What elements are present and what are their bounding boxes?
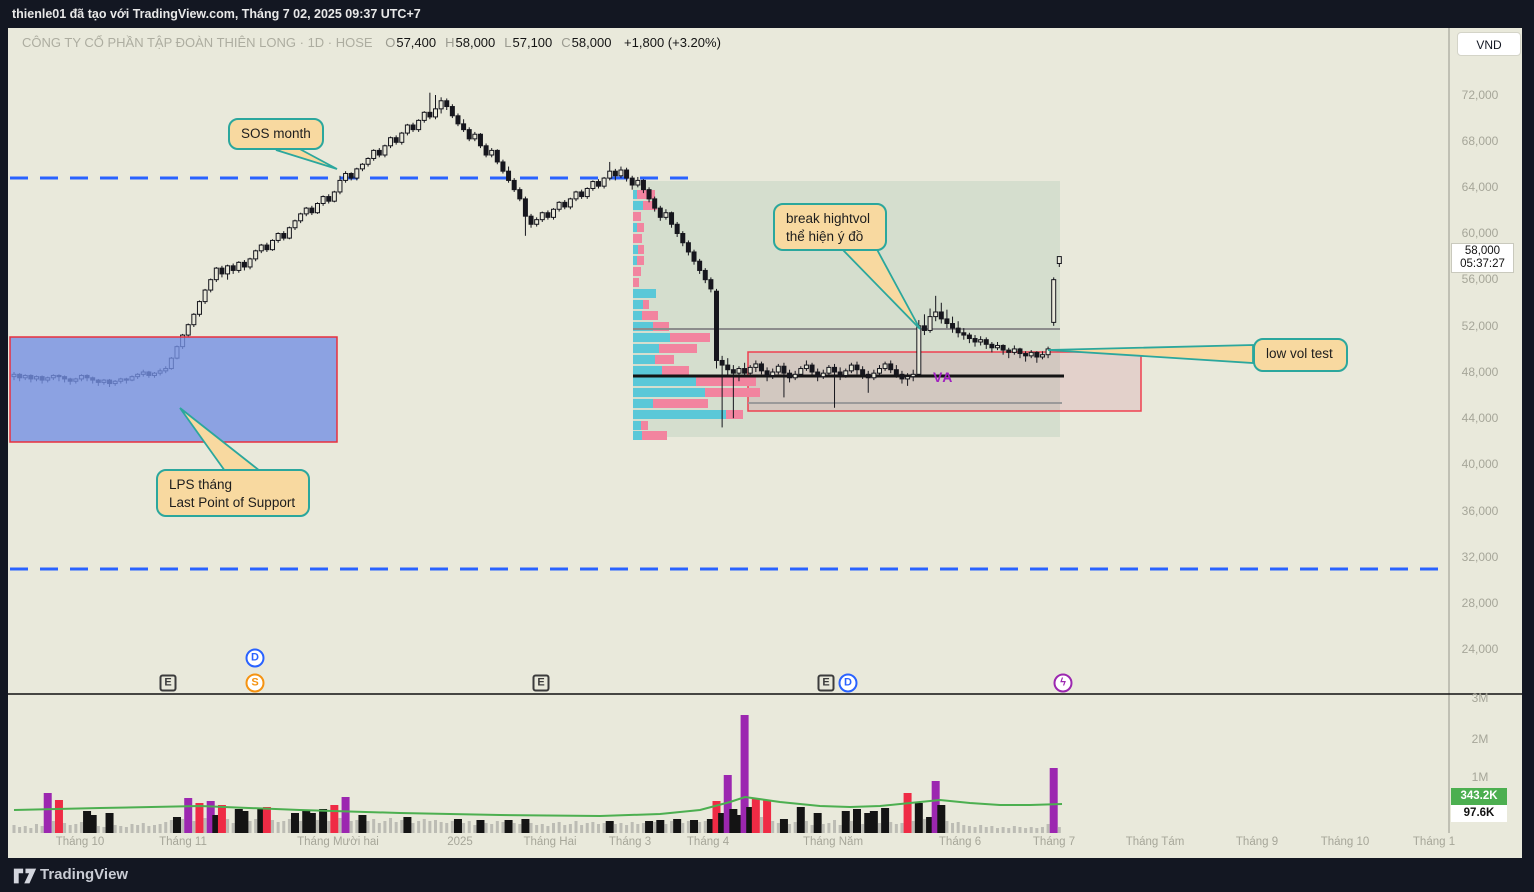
quote-key: L (504, 35, 512, 50)
quote-value: 57,100 (512, 35, 553, 50)
callout-low-vol-test[interactable]: low vol test (1253, 338, 1348, 372)
callout-sos-month[interactable]: SOS month (228, 118, 324, 150)
chart-panel[interactable] (8, 28, 1522, 858)
axis-label: Tháng Tám (1125, 836, 1185, 848)
axis-label: 28,000 (1461, 596, 1499, 610)
axis-label: 68,000 (1461, 134, 1499, 148)
price-change: +1,800 (+3.20%) (624, 35, 721, 50)
event-marker-e[interactable]: E (159, 674, 177, 692)
event-marker-e[interactable]: E (532, 674, 550, 692)
axis-label: Tháng 9 (1235, 836, 1279, 848)
tradingview-brand-text[interactable]: TradingView (40, 866, 129, 883)
quote-value: 58,000 (455, 35, 496, 50)
event-marker-e[interactable]: E (817, 674, 835, 692)
axis-label: Tháng 3 (608, 836, 652, 848)
title-bar-text: thienle01 đã tạo với TradingView.com, Th… (12, 7, 421, 21)
quote-value: 57,400 (396, 35, 437, 50)
axis-label: Tháng Năm (802, 836, 864, 848)
axis-label: 2025 (447, 836, 473, 848)
quote-key: H (445, 35, 455, 50)
axis-label: 32,000 (1461, 550, 1499, 564)
axis-label: 48,000 (1461, 365, 1499, 379)
axis-label: Tháng Hai (523, 836, 577, 848)
event-marker-d[interactable]: D (245, 648, 265, 668)
axis-label: Tháng 4 (686, 836, 730, 848)
quote-key: C (561, 35, 571, 50)
callout-lowvol-text: low vol test (1266, 346, 1333, 361)
axis-label: Tháng 6 (938, 836, 982, 848)
currency-button[interactable]: VND (1457, 32, 1521, 56)
axis-label: 52,000 (1461, 319, 1499, 333)
value-area-label: VA (933, 369, 954, 385)
axis-label: 36,000 (1461, 504, 1499, 518)
symbol-header: CÔNG TY CỔ PHẦN TẬP ĐOÀN THIÊN LONG · 1D… (22, 35, 721, 50)
axis-label: 40,000 (1461, 457, 1499, 471)
footer-bar: TradingView (0, 858, 1534, 892)
quote-key: O (385, 35, 396, 50)
event-marker-ϟ[interactable]: ϟ (1053, 673, 1073, 693)
event-marker-d[interactable]: D (838, 673, 858, 693)
callout-lps-line2: Last Point of Support (169, 494, 296, 510)
axis-label: 72,000 (1461, 88, 1499, 102)
axis-label: 1M (1471, 770, 1489, 784)
axis-label: 56,000 (1461, 272, 1499, 286)
tradingview-logo-icon[interactable] (12, 865, 38, 887)
event-marker-s[interactable]: S (245, 673, 265, 693)
symbol-name: CÔNG TY CỔ PHẦN TẬP ĐOÀN THIÊN LONG · 1D… (22, 35, 373, 50)
title-bar: thienle01 đã tạo với TradingView.com, Th… (0, 0, 1534, 28)
bar-countdown: 05:37:27 (1460, 258, 1505, 270)
axis-label: 24,000 (1461, 642, 1499, 656)
callout-lps-line1: LPS tháng (169, 477, 233, 492)
callout-break-highvol[interactable]: break hightvol thể hiện ý đồ (773, 203, 887, 251)
axis-label: 60,000 (1461, 226, 1499, 240)
axis-label: Tháng 7 (1032, 836, 1076, 848)
axis-label: 3M (1471, 691, 1489, 705)
last-price-badge: 58,000 05:37:27 (1451, 243, 1514, 273)
ohlc-quotes: O57,400 H58,000 L57,100 C58,000 (376, 35, 611, 50)
volume-value-badge: 97.6K (1451, 805, 1507, 822)
axis-label: Tháng 1 (1412, 836, 1456, 848)
callout-lps[interactable]: LPS tháng Last Point of Support (156, 469, 310, 517)
axis-label: Tháng Mười hai (297, 836, 379, 848)
axis-label: 64,000 (1461, 180, 1499, 194)
axis-label: Tháng 11 (159, 836, 207, 848)
volume-ma-badge: 343.2K (1451, 788, 1507, 805)
last-price-value: 58,000 (1464, 245, 1501, 257)
callout-sos-text: SOS month (241, 126, 311, 141)
axis-label: Tháng 10 (1320, 836, 1370, 848)
callout-break-line2: thể hiện ý đồ (786, 228, 864, 244)
callout-break-line1: break hightvol (786, 211, 871, 226)
quote-value: 58,000 (571, 35, 612, 50)
axis-label: 44,000 (1461, 411, 1499, 425)
axis-label: 2M (1471, 732, 1489, 746)
axis-label: Tháng 10 (55, 836, 105, 848)
